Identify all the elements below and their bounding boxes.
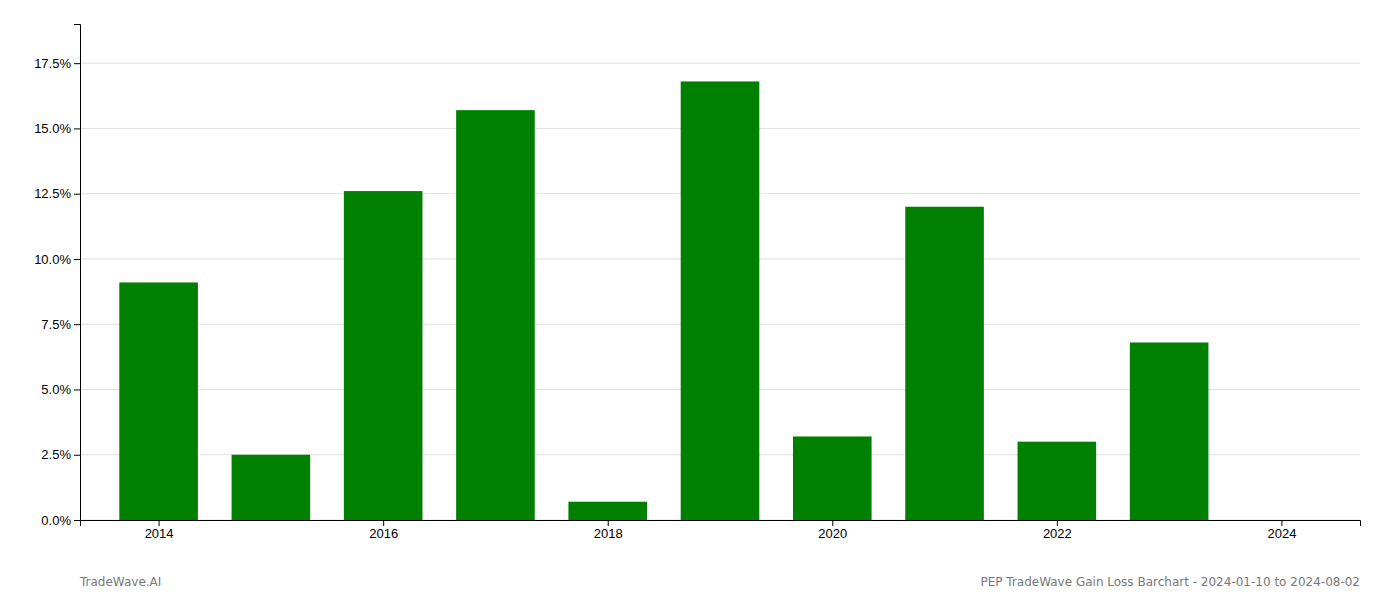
y-tick-mark bbox=[74, 389, 80, 390]
bar bbox=[232, 455, 311, 520]
x-tick-label: 2022 bbox=[1043, 526, 1072, 541]
y-tick-mark bbox=[74, 259, 80, 260]
chart: 2014 2016 2018 2020 2022 2024 0.0% 2.5% 5.0% 7.5%… bbox=[0, 0, 1400, 600]
x-axis: 2014 2016 2018 2020 2022 2024 bbox=[81, 520, 1361, 541]
x-tick: 2016 bbox=[369, 520, 398, 541]
y-tick-label: 2.5% bbox=[41, 447, 71, 462]
x-tick-mark bbox=[1057, 520, 1058, 526]
bar bbox=[1018, 442, 1097, 520]
grid bbox=[80, 63, 1360, 520]
bar bbox=[793, 436, 872, 520]
x-tick-label: 2014 bbox=[145, 526, 174, 541]
bar bbox=[1130, 342, 1209, 520]
x-tick: 2018 bbox=[594, 520, 623, 541]
bar bbox=[568, 502, 647, 520]
x-tick: 2020 bbox=[818, 520, 847, 541]
y-tick-mark bbox=[74, 194, 80, 195]
bar bbox=[681, 81, 760, 520]
x-tick-label: 2024 bbox=[1267, 526, 1296, 541]
x-tick-label: 2018 bbox=[594, 526, 623, 541]
y-tick-label: 7.5% bbox=[41, 317, 71, 332]
x-tick-mark bbox=[383, 520, 384, 526]
y-tick: 5.0% bbox=[41, 382, 80, 397]
y-tick-mark bbox=[74, 520, 80, 521]
y-tick-mark bbox=[74, 324, 80, 325]
x-tick: 2014 bbox=[145, 520, 174, 541]
bars bbox=[119, 81, 1208, 520]
y-axis: 0.0% 2.5% 5.0% 7.5% 10.0% 12.5% 15.0% 17.5% bbox=[34, 25, 80, 528]
y-tick-label: 10.0% bbox=[34, 252, 71, 267]
y-tick-label: 0.0% bbox=[41, 513, 71, 528]
plot: 2014 2016 2018 2020 2022 2024 0.0% 2.5% 5.0% 7.5%… bbox=[34, 25, 1360, 542]
x-tick: 2022 bbox=[1043, 520, 1072, 541]
bar bbox=[905, 207, 984, 520]
y-tick: 2.5% bbox=[41, 447, 80, 462]
y-tick: 10.0% bbox=[34, 252, 80, 267]
y-tick: 17.5% bbox=[34, 56, 80, 71]
y-tick-mark bbox=[74, 455, 80, 456]
x-axis-line bbox=[81, 521, 1361, 527]
bar bbox=[1242, 520, 1321, 521]
y-tick-label: 15.0% bbox=[34, 121, 71, 136]
x-tick-label: 2016 bbox=[369, 526, 398, 541]
y-tick-mark bbox=[74, 63, 80, 64]
y-axis-line bbox=[74, 25, 81, 521]
x-tick-mark bbox=[159, 520, 160, 526]
bar bbox=[344, 191, 423, 520]
x-tick-mark bbox=[608, 520, 609, 526]
y-tick: 0.0% bbox=[41, 513, 80, 528]
y-tick-label: 5.0% bbox=[41, 382, 71, 397]
y-tick: 12.5% bbox=[34, 186, 80, 201]
y-tick: 7.5% bbox=[41, 317, 80, 332]
bar bbox=[456, 110, 535, 520]
y-tick-label: 17.5% bbox=[34, 56, 71, 71]
y-tick-label: 12.5% bbox=[34, 186, 71, 201]
x-tick-mark bbox=[1281, 520, 1282, 526]
footer-text: PEP TradeWave Gain Loss Barchart - 2024-… bbox=[980, 575, 1360, 589]
y-tick-mark bbox=[74, 128, 80, 129]
footer-text: TradeWave.AI bbox=[79, 575, 161, 589]
x-tick-mark bbox=[832, 520, 833, 526]
x-tick: 2024 bbox=[1267, 520, 1296, 541]
grid-line bbox=[80, 63, 1360, 64]
x-tick-label: 2020 bbox=[818, 526, 847, 541]
bar bbox=[119, 282, 198, 520]
y-tick: 15.0% bbox=[34, 121, 80, 136]
